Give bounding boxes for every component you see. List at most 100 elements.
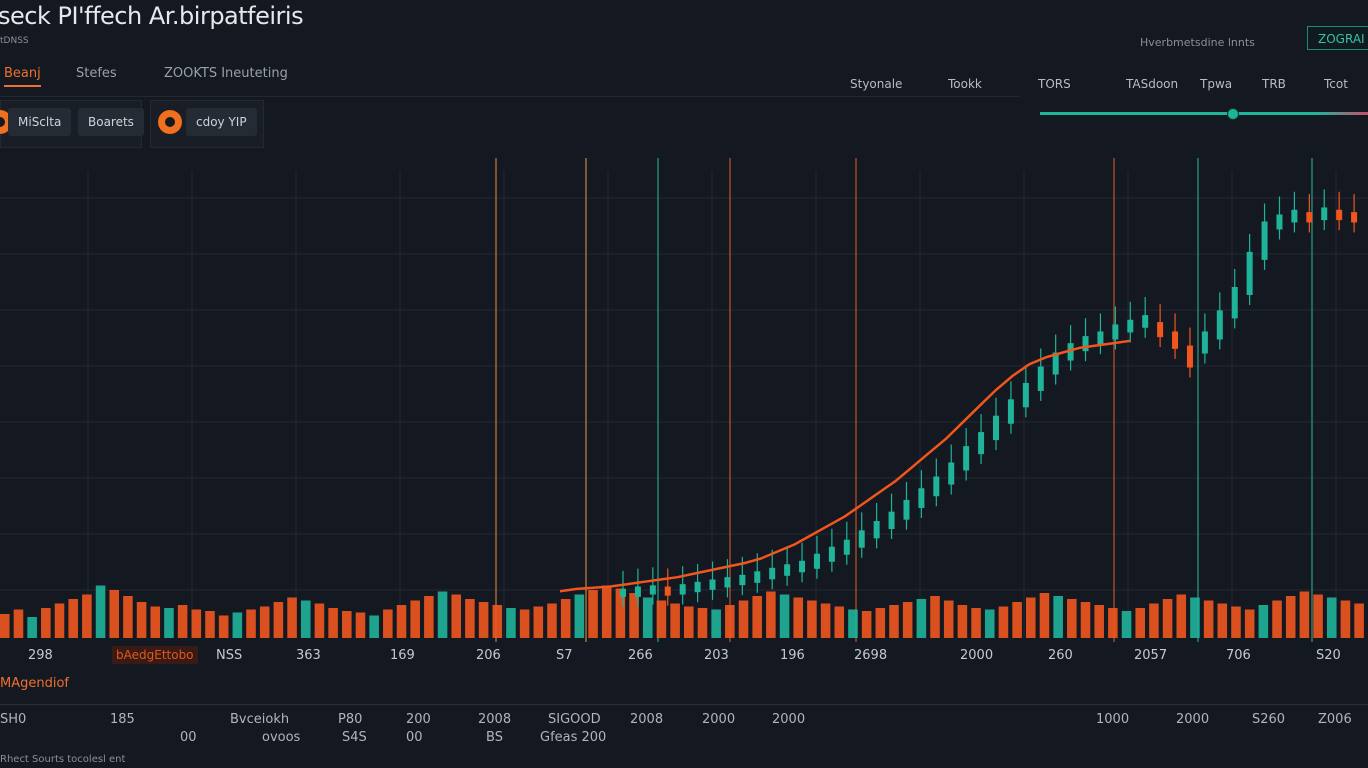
volume-bar xyxy=(1326,597,1337,638)
range-tab-6[interactable]: TRB xyxy=(1262,77,1286,91)
candle-body xyxy=(1112,324,1119,340)
volume-bar xyxy=(1258,605,1269,638)
volume-bar xyxy=(82,594,92,638)
volume-bar xyxy=(1244,609,1255,638)
x-tick: 260 xyxy=(1048,648,1073,663)
volume-bar xyxy=(205,611,215,638)
volume-bar xyxy=(369,615,379,638)
bottom-tick: 2000 xyxy=(1176,712,1210,727)
bottom-tick: SH0 xyxy=(0,712,27,727)
volume-bar xyxy=(259,606,270,638)
x-tick: S7 xyxy=(556,648,573,663)
range-tab-2[interactable]: Tookk xyxy=(948,77,982,91)
volume-bar xyxy=(1039,593,1050,638)
range-tab-5[interactable]: Tpwa xyxy=(1200,77,1233,91)
volume-bar xyxy=(533,606,544,638)
candle-body xyxy=(1037,366,1044,391)
volume-bar xyxy=(191,609,202,638)
range-tab-3[interactable]: TORS xyxy=(1038,77,1071,91)
volume-bar xyxy=(1217,603,1228,638)
volume-bar xyxy=(943,600,954,638)
candle-body xyxy=(754,571,761,583)
volume-bar xyxy=(916,599,927,638)
volume-bar xyxy=(355,612,366,638)
candle-body xyxy=(649,585,656,595)
volume-bar xyxy=(300,600,311,638)
range-tab-1[interactable]: Styonale xyxy=(850,77,903,91)
volume-bar xyxy=(560,599,571,638)
volume-bar xyxy=(957,605,968,638)
range-slider-track[interactable] xyxy=(1040,112,1368,115)
candle-body xyxy=(918,488,925,508)
volume-bar xyxy=(1149,603,1159,638)
volume-bar xyxy=(738,600,749,638)
volume-bar xyxy=(27,617,37,638)
candle-body xyxy=(799,560,806,573)
candle-body xyxy=(1067,343,1074,361)
volume-bar xyxy=(424,596,434,638)
volume-bar xyxy=(519,609,530,638)
candle-body xyxy=(903,499,910,520)
record-circle-icon[interactable] xyxy=(158,110,182,134)
candle-body xyxy=(769,567,776,580)
volume-bar xyxy=(601,585,612,638)
volume-bar xyxy=(998,606,1009,638)
control-pill-miscl[interactable]: MiSclta xyxy=(8,108,72,136)
volume-bar xyxy=(642,597,653,638)
nav-tab-indicators[interactable]: ZOOKTS Ineuteting xyxy=(164,66,288,81)
volume-bar xyxy=(875,608,886,638)
header-right-text: Hverbmetsdine lnnts xyxy=(1140,36,1255,49)
bottom-tick: 2000 xyxy=(772,712,806,727)
volume-bar xyxy=(656,600,667,638)
volume-bar xyxy=(1313,594,1323,638)
candle-body xyxy=(1276,214,1283,230)
x-tick: 196 xyxy=(780,648,805,663)
x-tick: 206 xyxy=(476,648,501,663)
candle-body xyxy=(1351,212,1358,223)
price-chart[interactable] xyxy=(0,150,1368,642)
candle-body xyxy=(1142,315,1149,328)
candle-body xyxy=(1186,345,1193,368)
volume-bar xyxy=(1135,608,1146,638)
bottom-tick: P80 xyxy=(338,712,363,727)
x-tick: 298 xyxy=(28,648,53,663)
volume-bar xyxy=(109,590,120,638)
volume-bar xyxy=(410,600,420,638)
candle-body xyxy=(843,539,850,555)
nav-tab-beanj[interactable]: Beanj xyxy=(4,66,41,87)
range-tab-4[interactable]: TASdoon xyxy=(1126,77,1179,91)
volume-bar xyxy=(752,596,762,638)
candle-body xyxy=(813,553,820,569)
volume-bar xyxy=(1285,596,1296,638)
volume-bar xyxy=(574,594,585,638)
candle-body xyxy=(1321,207,1328,221)
bottom-tick: Bvceiokh xyxy=(230,712,290,727)
x-tick: 363 xyxy=(296,648,321,663)
bottom-tick: 1000 xyxy=(1096,712,1130,727)
volume-bar xyxy=(383,609,393,638)
candle-body xyxy=(888,511,895,529)
volume-bar xyxy=(670,603,680,638)
nav-tab-stefes[interactable]: Stefes xyxy=(76,66,117,81)
range-slider-knob[interactable] xyxy=(1227,108,1239,120)
volume-bar xyxy=(861,611,872,638)
volume-bar xyxy=(164,608,174,638)
volume-bar xyxy=(1272,600,1282,638)
candle-body xyxy=(634,586,641,597)
control-pill-boarets[interactable]: Boarets xyxy=(78,108,144,136)
footer-note: Rhect Sourts tocolesl ent xyxy=(0,754,126,765)
bottom-tick: SIGOOD xyxy=(548,712,601,727)
volume-bar xyxy=(766,591,776,638)
control-pill-cdoy[interactable]: cdoy YIP xyxy=(186,108,257,136)
volume-bar xyxy=(1231,606,1241,638)
range-tab-7[interactable]: Tcot xyxy=(1324,77,1348,91)
x-tick: 2000 xyxy=(960,648,994,663)
bottom-tick: Gfeas 200 xyxy=(540,730,607,745)
volume-bar xyxy=(150,606,161,638)
zoom-button[interactable]: ZOGRAI xyxy=(1307,26,1368,50)
candle-body xyxy=(784,564,791,576)
volume-bar xyxy=(41,608,51,638)
volume-bar xyxy=(232,612,243,638)
volume-bar xyxy=(971,608,981,638)
volume-bar xyxy=(1354,603,1364,638)
